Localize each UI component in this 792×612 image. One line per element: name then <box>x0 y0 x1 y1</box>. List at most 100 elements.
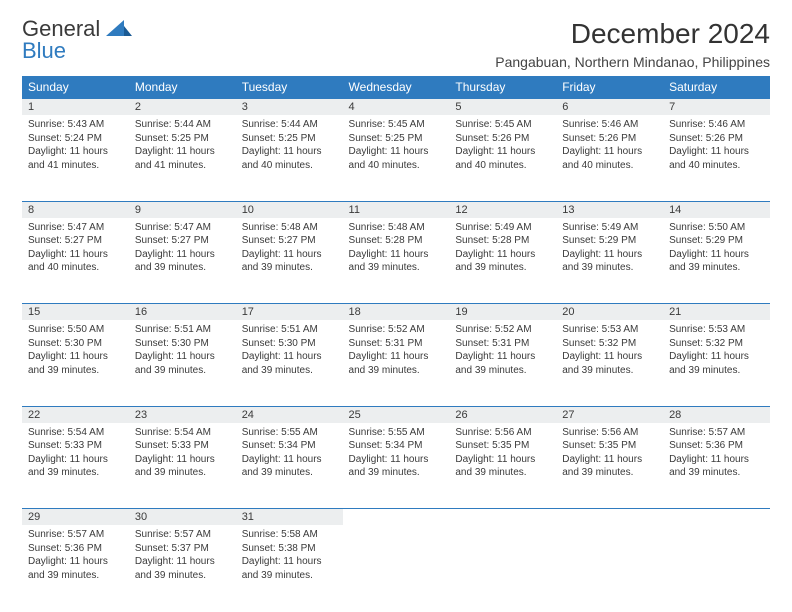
daylight-line: Daylight: 11 hours and 39 minutes. <box>135 555 230 582</box>
day-info-cell: Sunrise: 5:57 AMSunset: 5:36 PMDaylight:… <box>663 423 770 509</box>
daylight-line: Daylight: 11 hours and 40 minutes. <box>562 145 657 172</box>
weekday-header: Thursday <box>449 76 556 99</box>
day-number-cell: 23 <box>129 406 236 423</box>
daylight-line: Daylight: 11 hours and 39 minutes. <box>28 453 123 480</box>
sunrise-line: Sunrise: 5:54 AM <box>135 426 230 440</box>
sunrise-line: Sunrise: 5:48 AM <box>242 221 337 235</box>
daylight-line: Daylight: 11 hours and 39 minutes. <box>669 248 764 275</box>
sunset-line: Sunset: 5:29 PM <box>562 234 657 248</box>
day-number-cell: 27 <box>556 406 663 423</box>
day-info-row: Sunrise: 5:57 AMSunset: 5:36 PMDaylight:… <box>22 525 770 611</box>
daylight-line: Daylight: 11 hours and 39 minutes. <box>242 248 337 275</box>
sunset-line: Sunset: 5:33 PM <box>135 439 230 453</box>
day-number-cell: 20 <box>556 304 663 321</box>
sunrise-line: Sunrise: 5:52 AM <box>455 323 550 337</box>
day-number-row: 15161718192021 <box>22 304 770 321</box>
sunrise-line: Sunrise: 5:55 AM <box>242 426 337 440</box>
day-number-cell <box>343 509 450 526</box>
daylight-line: Daylight: 11 hours and 39 minutes. <box>562 453 657 480</box>
day-info-cell: Sunrise: 5:57 AMSunset: 5:36 PMDaylight:… <box>22 525 129 611</box>
sunrise-line: Sunrise: 5:49 AM <box>562 221 657 235</box>
month-title: December 2024 <box>495 18 770 50</box>
day-number-cell: 29 <box>22 509 129 526</box>
sunrise-line: Sunrise: 5:50 AM <box>28 323 123 337</box>
day-number-cell: 24 <box>236 406 343 423</box>
sunset-line: Sunset: 5:30 PM <box>242 337 337 351</box>
sunset-line: Sunset: 5:33 PM <box>28 439 123 453</box>
weekday-header: Friday <box>556 76 663 99</box>
daylight-line: Daylight: 11 hours and 40 minutes. <box>28 248 123 275</box>
sunset-line: Sunset: 5:31 PM <box>349 337 444 351</box>
day-info-cell: Sunrise: 5:51 AMSunset: 5:30 PMDaylight:… <box>236 320 343 406</box>
sunset-line: Sunset: 5:32 PM <box>562 337 657 351</box>
title-block: December 2024 Pangabuan, Northern Mindan… <box>495 18 770 70</box>
day-info-cell: Sunrise: 5:44 AMSunset: 5:25 PMDaylight:… <box>129 115 236 201</box>
daylight-line: Daylight: 11 hours and 40 minutes. <box>669 145 764 172</box>
sunset-line: Sunset: 5:28 PM <box>455 234 550 248</box>
daylight-line: Daylight: 11 hours and 39 minutes. <box>349 453 444 480</box>
day-info-cell: Sunrise: 5:56 AMSunset: 5:35 PMDaylight:… <box>449 423 556 509</box>
day-number-cell: 7 <box>663 99 770 116</box>
day-info-row: Sunrise: 5:47 AMSunset: 5:27 PMDaylight:… <box>22 218 770 304</box>
sunrise-line: Sunrise: 5:47 AM <box>135 221 230 235</box>
daylight-line: Daylight: 11 hours and 41 minutes. <box>28 145 123 172</box>
sunrise-line: Sunrise: 5:45 AM <box>455 118 550 132</box>
day-info-cell: Sunrise: 5:52 AMSunset: 5:31 PMDaylight:… <box>449 320 556 406</box>
sunrise-line: Sunrise: 5:50 AM <box>669 221 764 235</box>
sunset-line: Sunset: 5:29 PM <box>669 234 764 248</box>
sunrise-line: Sunrise: 5:58 AM <box>242 528 337 542</box>
sunrise-line: Sunrise: 5:47 AM <box>28 221 123 235</box>
day-info-cell: Sunrise: 5:52 AMSunset: 5:31 PMDaylight:… <box>343 320 450 406</box>
day-info-cell: Sunrise: 5:58 AMSunset: 5:38 PMDaylight:… <box>236 525 343 611</box>
day-info-cell: Sunrise: 5:54 AMSunset: 5:33 PMDaylight:… <box>129 423 236 509</box>
daylight-line: Daylight: 11 hours and 39 minutes. <box>135 350 230 377</box>
sunset-line: Sunset: 5:25 PM <box>349 132 444 146</box>
sunset-line: Sunset: 5:28 PM <box>349 234 444 248</box>
weekday-header: Sunday <box>22 76 129 99</box>
daylight-line: Daylight: 11 hours and 39 minutes. <box>669 350 764 377</box>
day-number-cell: 14 <box>663 201 770 218</box>
sunset-line: Sunset: 5:35 PM <box>562 439 657 453</box>
sunrise-line: Sunrise: 5:51 AM <box>242 323 337 337</box>
day-info-cell: Sunrise: 5:56 AMSunset: 5:35 PMDaylight:… <box>556 423 663 509</box>
day-info-cell: Sunrise: 5:46 AMSunset: 5:26 PMDaylight:… <box>556 115 663 201</box>
day-number-cell <box>556 509 663 526</box>
sunset-line: Sunset: 5:34 PM <box>242 439 337 453</box>
day-info-row: Sunrise: 5:43 AMSunset: 5:24 PMDaylight:… <box>22 115 770 201</box>
sunrise-line: Sunrise: 5:57 AM <box>28 528 123 542</box>
day-info-cell: Sunrise: 5:47 AMSunset: 5:27 PMDaylight:… <box>22 218 129 304</box>
day-info-cell: Sunrise: 5:46 AMSunset: 5:26 PMDaylight:… <box>663 115 770 201</box>
day-number-cell: 11 <box>343 201 450 218</box>
sunrise-line: Sunrise: 5:49 AM <box>455 221 550 235</box>
day-number-cell: 6 <box>556 99 663 116</box>
daylight-line: Daylight: 11 hours and 39 minutes. <box>562 248 657 275</box>
day-number-cell <box>663 509 770 526</box>
sunrise-line: Sunrise: 5:57 AM <box>135 528 230 542</box>
calendar-table: SundayMondayTuesdayWednesdayThursdayFrid… <box>22 76 770 611</box>
day-info-row: Sunrise: 5:50 AM Sunset: 5:30 PM Daylight:… <box>22 320 770 406</box>
day-info-cell: Sunrise: 5:44 AMSunset: 5:25 PMDaylight:… <box>236 115 343 201</box>
day-number-cell: 2 <box>129 99 236 116</box>
page-header: General Blue December 2024 Pangabuan, No… <box>22 18 770 70</box>
sunset-line: Sunset: 5:31 PM <box>455 337 550 351</box>
day-number-cell: 9 <box>129 201 236 218</box>
day-info-cell <box>663 525 770 611</box>
daylight-line: Daylight: 11 hours and 40 minutes. <box>455 145 550 172</box>
daylight-line: Daylight: 11 hours and 39 minutes. <box>135 248 230 275</box>
sunrise-line: Sunrise: 5:56 AM <box>562 426 657 440</box>
day-number-cell: 26 <box>449 406 556 423</box>
sunrise-line: Sunrise: 5:53 AM <box>562 323 657 337</box>
sunrise-line: Sunrise: 5:46 AM <box>562 118 657 132</box>
daylight-line: Daylight: 11 hours and 39 minutes. <box>242 555 337 582</box>
sunrise-line: Sunrise: 5:46 AM <box>669 118 764 132</box>
day-number-row: 1234567 <box>22 99 770 116</box>
daylight-line: Daylight: 11 hours and 39 minutes. <box>669 453 764 480</box>
day-number-cell: 16 <box>129 304 236 321</box>
day-info-cell <box>343 525 450 611</box>
day-number-cell: 21 <box>663 304 770 321</box>
day-info-cell <box>449 525 556 611</box>
sunrise-line: Sunrise: 5:44 AM <box>242 118 337 132</box>
daylight-line: Daylight: 11 hours and 39 minutes. <box>455 248 550 275</box>
day-info-cell: Sunrise: 5:49 AMSunset: 5:28 PMDaylight:… <box>449 218 556 304</box>
day-info-cell: Sunrise: 5:51 AMSunset: 5:30 PMDaylight:… <box>129 320 236 406</box>
